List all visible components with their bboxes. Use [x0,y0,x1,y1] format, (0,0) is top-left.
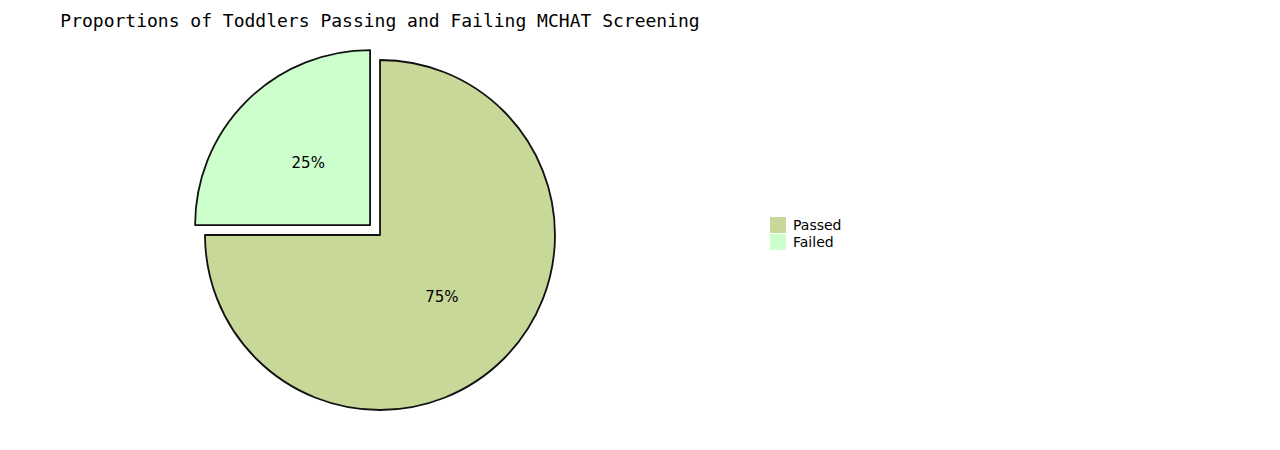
svg-text:75%: 75% [425,288,458,306]
svg-text:25%: 25% [292,154,325,172]
html-text:Proportions of Toddlers Passin: Proportions of Toddlers Passing and Fail… [60,10,700,31]
html-text:Failed: Failed [793,233,834,250]
html-text:Passed: Passed [793,216,842,233]
